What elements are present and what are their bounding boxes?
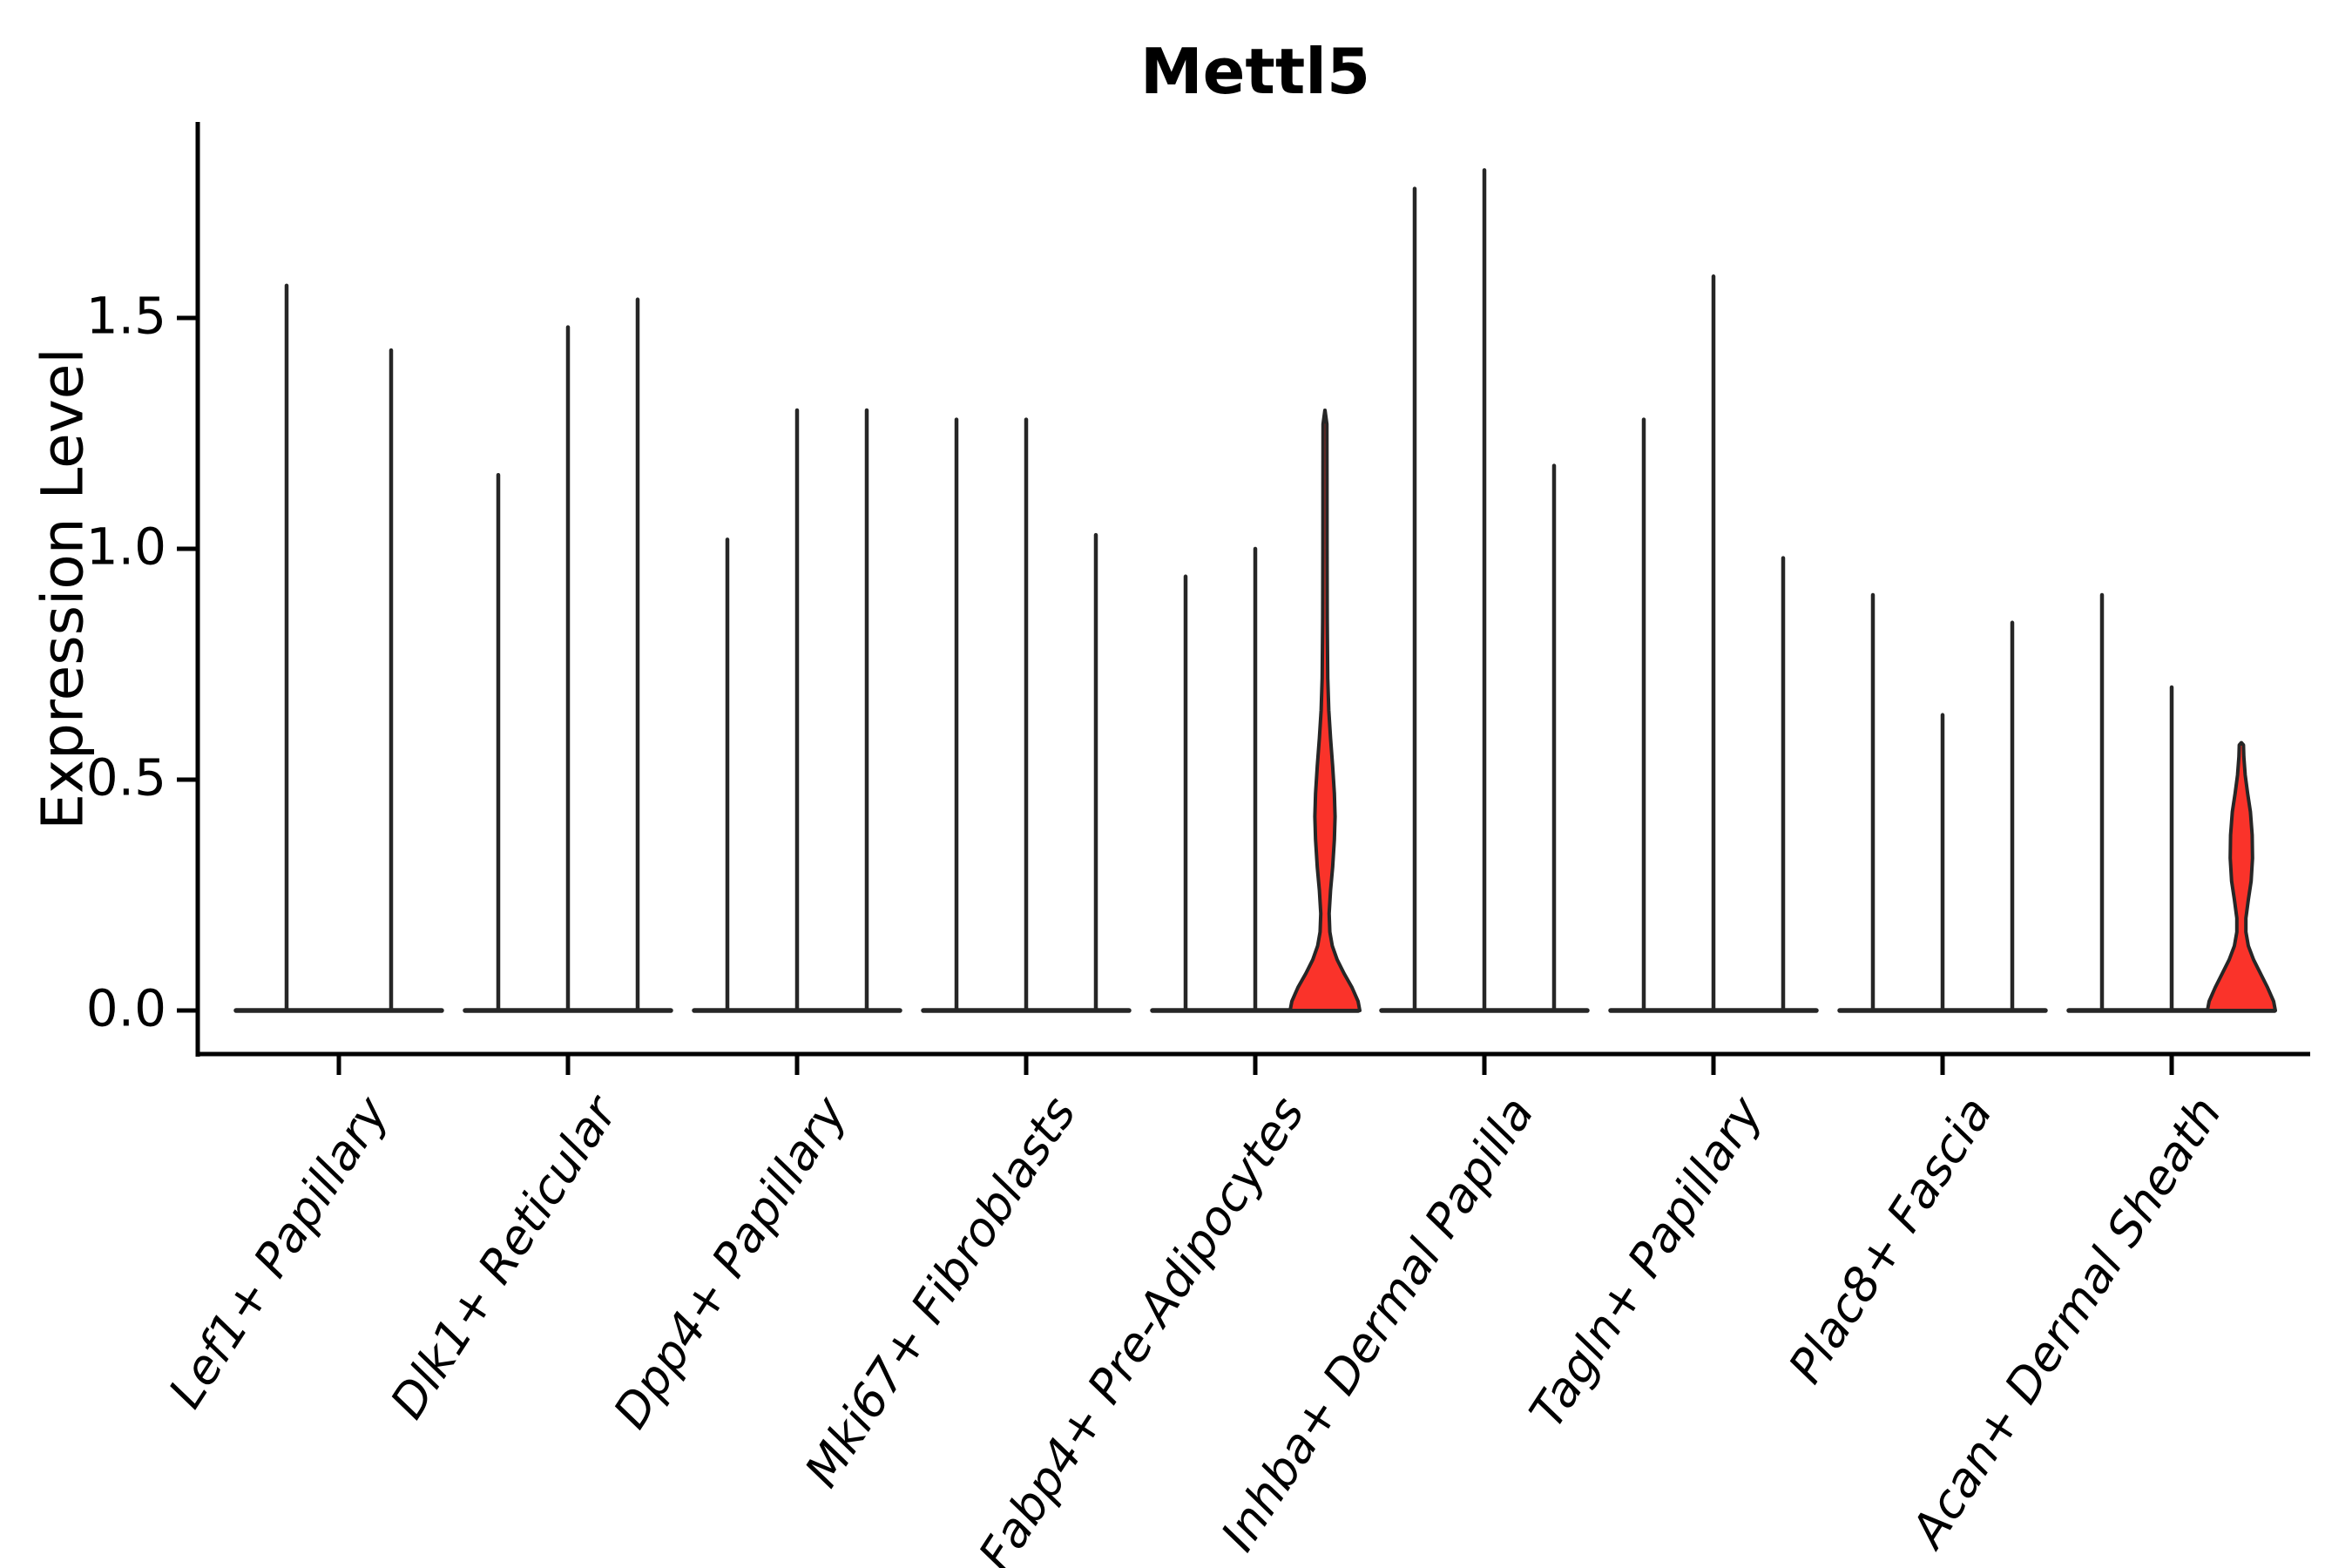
violin-highlighted xyxy=(2206,740,2277,1012)
violin-highlighted xyxy=(1288,409,1362,1012)
y-tick-label: 1.5 xyxy=(85,286,166,346)
y-tick-label: 0.0 xyxy=(85,978,166,1038)
chart-title: Mettl5 xyxy=(1139,35,1371,108)
y-tick-label: 0.5 xyxy=(85,747,166,808)
y-tick-label: 1.0 xyxy=(85,517,166,577)
